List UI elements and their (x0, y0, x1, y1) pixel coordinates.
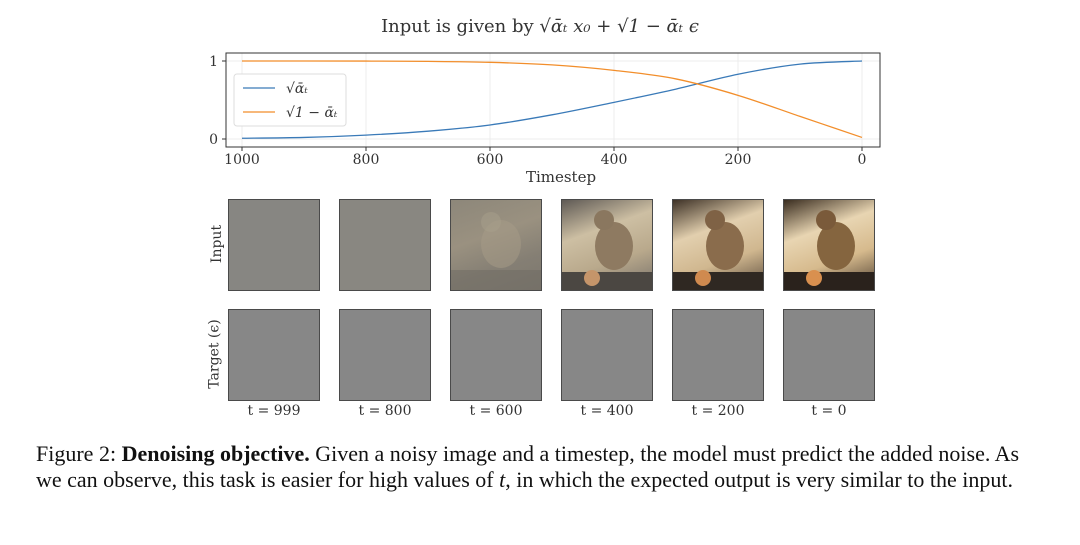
series-line-sqrt-alpha (241, 60, 863, 139)
cat-image-original (784, 210, 874, 290)
caption-text-2: , in which the expected output is very s… (505, 467, 1013, 492)
input-thumb-0 (783, 199, 875, 291)
caption-label: Figure 2: (36, 441, 117, 466)
target-thumb-600 (450, 309, 542, 401)
x-tick-label: 0 (858, 152, 867, 168)
x-tick-label: 800 (353, 152, 380, 168)
plot-frame (225, 52, 881, 148)
row-label-target: Target (ϵ) (206, 319, 223, 389)
x-tick-label: 400 (601, 152, 628, 168)
timestep-label: t = 200 (691, 403, 745, 419)
legend-label: √1 − ᾱₜ (286, 105, 338, 121)
cat-image-clear (673, 210, 763, 290)
x-tick-label: 600 (477, 152, 504, 168)
timestep-label: t = 400 (580, 403, 634, 419)
x-tick-label: 1000 (224, 152, 260, 168)
target-thumb-200 (672, 309, 764, 401)
input-thumb-600 (450, 199, 542, 291)
y-tick-label: 1 (209, 54, 218, 70)
input-thumb-800 (339, 199, 431, 291)
series-line-sqrt-one-minus-alpha (241, 60, 863, 139)
cat-image-faint (451, 212, 541, 290)
timestep-label: t = 0 (811, 403, 847, 419)
chart-title-prefix: Input is given by (381, 16, 534, 37)
row-label-input: Input (209, 224, 226, 264)
chart-title-formula: √ᾱₜ x₀ + √1 − ᾱₜ ϵ (539, 16, 699, 37)
legend-label: √ᾱₜ (286, 81, 308, 97)
figure-caption: Figure 2: Denoising objective. Given a n… (36, 441, 1046, 493)
target-thumb-999 (228, 309, 320, 401)
x-axis-label: Timestep (526, 168, 596, 186)
input-thumb-400 (561, 199, 653, 291)
y-tick-label: 0 (209, 132, 218, 148)
legend-box (233, 73, 347, 127)
target-thumb-400 (561, 309, 653, 401)
line-chart: 1000 800 600 400 200 0 0 1 Timestep √ᾱₜ √1 − ᾱₜ (209, 52, 881, 186)
caption-t-symbol: t (499, 467, 506, 492)
timestep-label: t = 800 (358, 403, 412, 419)
input-thumb-200 (672, 199, 764, 291)
timestep-label: t = 999 (247, 403, 301, 419)
chart-title: Input is given by √ᾱₜ x₀ + √1 − ᾱₜ ϵ (0, 16, 1080, 37)
cat-image-medium (562, 210, 652, 290)
caption-title: Denoising objective. (121, 441, 310, 466)
x-tick-label: 200 (725, 152, 752, 168)
target-thumb-800 (339, 309, 431, 401)
timestep-label: t = 600 (469, 403, 523, 419)
input-thumb-999 (228, 199, 320, 291)
target-thumb-0 (783, 309, 875, 401)
caption-text-1: Given a noisy image and a timestep, the … (36, 441, 1020, 492)
